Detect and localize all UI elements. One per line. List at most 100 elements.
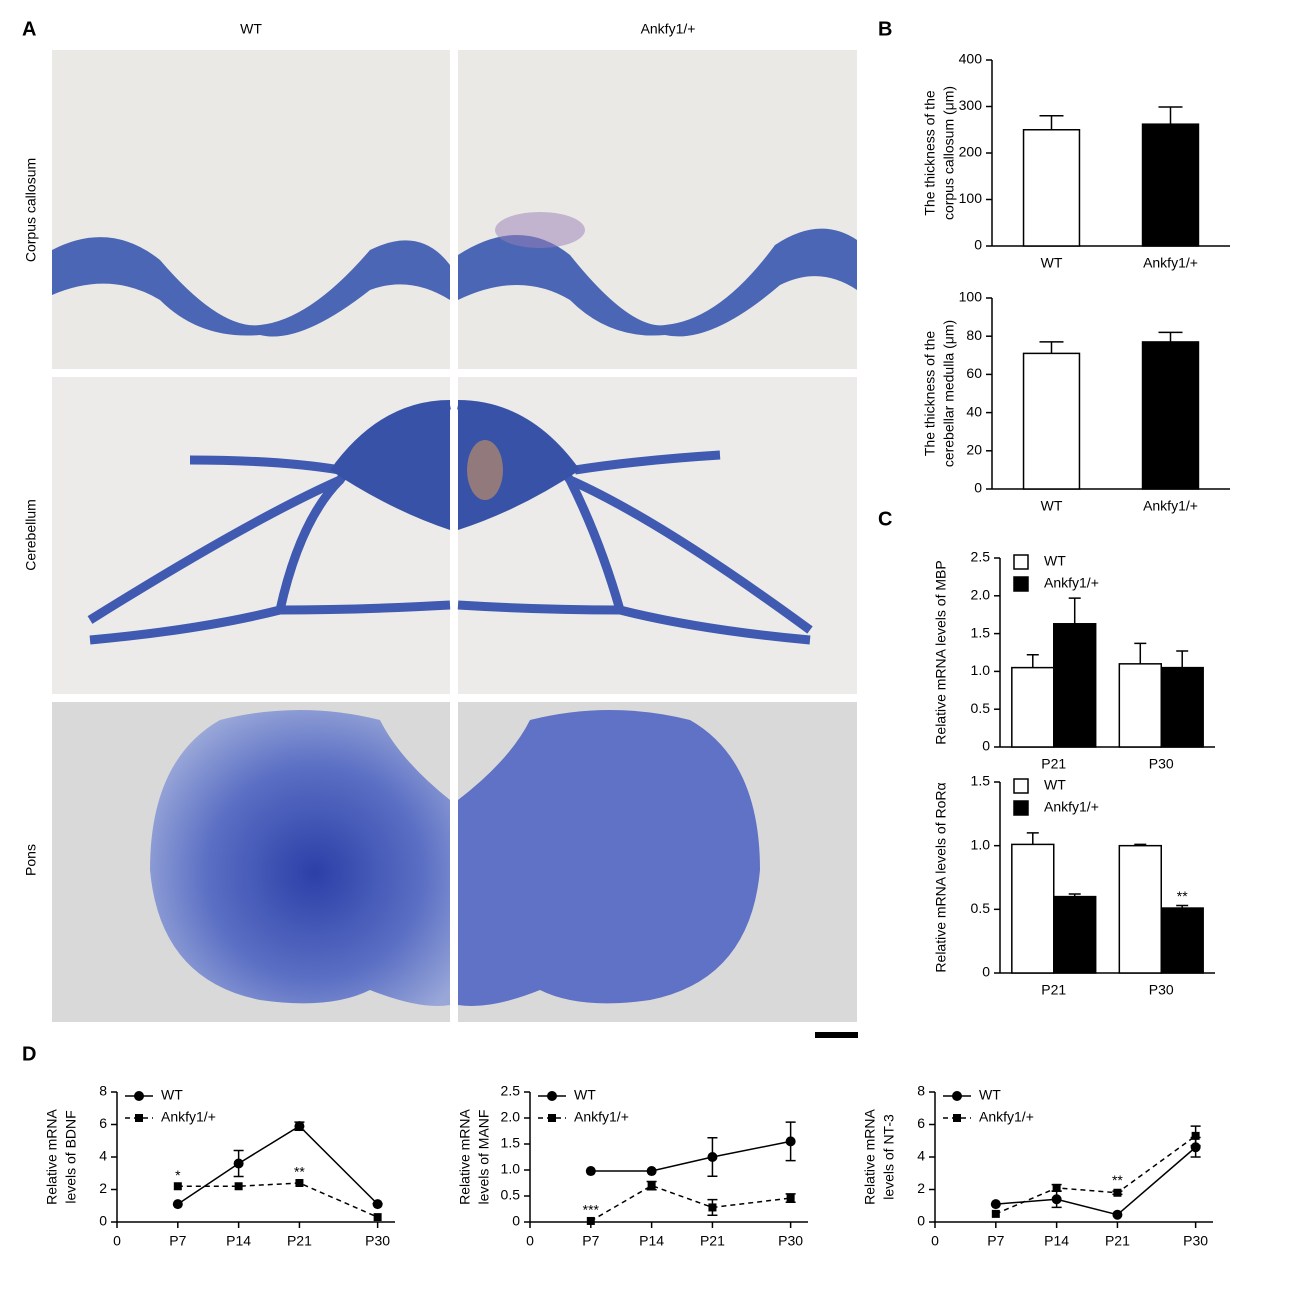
image-wt-cerebellum bbox=[52, 377, 451, 694]
series-line bbox=[590, 1184, 791, 1222]
bar bbox=[1118, 663, 1162, 748]
data-point bbox=[173, 1182, 182, 1191]
y-tick-label: 200 bbox=[959, 144, 983, 160]
y-tick-label: 0 bbox=[982, 964, 990, 980]
scale-bar bbox=[815, 1032, 858, 1038]
data-point bbox=[372, 1199, 383, 1210]
data-point bbox=[991, 1209, 1000, 1218]
data-point bbox=[172, 1199, 183, 1210]
row-label: Cerebellum bbox=[23, 499, 39, 571]
y-tick-label: 100 bbox=[959, 289, 983, 305]
y-tick-label: 6 bbox=[99, 1115, 107, 1131]
y-tick-label: 0.5 bbox=[971, 700, 991, 716]
x-tick-label: P30 bbox=[365, 1233, 390, 1249]
data-point bbox=[785, 1136, 796, 1147]
x-tick-label: 0 bbox=[526, 1233, 534, 1249]
data-point bbox=[294, 1121, 305, 1132]
legend-swatch bbox=[1013, 778, 1029, 794]
error-bar bbox=[1039, 115, 1064, 130]
x-tick-label: P30 bbox=[778, 1233, 803, 1249]
legend-marker bbox=[135, 1114, 143, 1122]
data-point bbox=[1113, 1188, 1122, 1197]
row-label: Pons bbox=[23, 844, 39, 876]
panel-a-images bbox=[52, 50, 858, 1038]
legend-label: Ankfy1/+ bbox=[1044, 799, 1099, 815]
y-tick-label: 300 bbox=[959, 97, 983, 113]
image-mutant-corpus-callosum bbox=[458, 50, 857, 369]
y-axis-label: Relative mRNA bbox=[44, 1109, 60, 1205]
panel-label: D bbox=[22, 1043, 36, 1065]
error-bar bbox=[1158, 331, 1183, 342]
data-point bbox=[990, 1199, 1001, 1210]
data-point bbox=[233, 1158, 244, 1169]
y-axis-label: corpus callosum (μm) bbox=[941, 86, 957, 220]
y-axis-label: Relative mRNA levels of MBP bbox=[933, 560, 949, 744]
y-tick-label: 80 bbox=[966, 327, 982, 343]
legend-marker bbox=[952, 1091, 962, 1101]
y-axis-label: The thickness of the bbox=[922, 90, 938, 216]
y-tick-label: 400 bbox=[959, 51, 983, 67]
x-tick-label: P21 bbox=[1041, 982, 1066, 998]
y-tick-label: 1.5 bbox=[971, 624, 991, 640]
y-tick-label: 2 bbox=[99, 1180, 107, 1196]
data-point bbox=[586, 1216, 595, 1225]
image-wt-pons bbox=[52, 702, 450, 1022]
x-tick-label: P7 bbox=[169, 1233, 186, 1249]
legend-swatch bbox=[1013, 800, 1029, 816]
data-point bbox=[1191, 1131, 1200, 1140]
error-bar bbox=[1134, 642, 1147, 664]
image-mutant-pons bbox=[458, 702, 857, 1022]
x-tick-label: P30 bbox=[1183, 1233, 1208, 1249]
y-tick-label: 1.5 bbox=[971, 773, 991, 789]
legend-swatch bbox=[1013, 554, 1029, 570]
legend-label: Ankfy1/+ bbox=[1044, 575, 1099, 591]
panel-label: B bbox=[878, 18, 892, 40]
y-axis-label: levels of MANF bbox=[476, 1110, 492, 1205]
y-tick-label: 2.0 bbox=[971, 587, 991, 603]
legend-label: Ankfy1/+ bbox=[574, 1109, 629, 1125]
data-point bbox=[708, 1203, 717, 1212]
x-tick-label: 0 bbox=[931, 1233, 939, 1249]
y-tick-label: 1.5 bbox=[501, 1135, 521, 1151]
y-tick-label: 2.5 bbox=[971, 549, 991, 565]
x-tick-label: P30 bbox=[1149, 756, 1174, 772]
series-line bbox=[590, 1140, 791, 1172]
y-tick-label: 60 bbox=[966, 365, 982, 381]
y-tick-label: 0 bbox=[974, 480, 982, 496]
y-tick-label: 0 bbox=[974, 237, 982, 253]
data-point bbox=[646, 1166, 657, 1177]
error-bar bbox=[1039, 341, 1064, 354]
legend-label: WT bbox=[1044, 777, 1066, 793]
x-tick-label: 0 bbox=[113, 1233, 121, 1249]
bar bbox=[1011, 666, 1055, 748]
x-tick-label: P21 bbox=[700, 1233, 725, 1249]
annotation: ** bbox=[372, 1198, 383, 1214]
y-tick-label: 0 bbox=[99, 1213, 107, 1229]
error-bar bbox=[1026, 832, 1039, 845]
x-tick-label: WT bbox=[1041, 255, 1063, 271]
x-tick-label: P30 bbox=[1149, 982, 1174, 998]
data-point bbox=[1190, 1142, 1201, 1153]
y-tick-label: 0 bbox=[917, 1213, 925, 1229]
data-point bbox=[707, 1152, 718, 1162]
bar bbox=[1053, 895, 1097, 974]
y-tick-label: 0.5 bbox=[971, 900, 991, 916]
annotation: ** bbox=[1112, 1172, 1123, 1188]
y-tick-label: 6 bbox=[917, 1115, 925, 1131]
image-mutant-cerebellum bbox=[457, 377, 857, 694]
data-point bbox=[1112, 1209, 1123, 1220]
y-tick-label: 8 bbox=[917, 1083, 925, 1099]
y-axis-label: levels of BDNF bbox=[63, 1110, 79, 1203]
error-bar bbox=[1158, 106, 1183, 125]
bar bbox=[1022, 352, 1081, 490]
annotation: * bbox=[175, 1167, 181, 1183]
x-tick-label: P21 bbox=[1105, 1233, 1130, 1249]
data-point bbox=[234, 1182, 243, 1191]
y-axis-label: Relative mRNA bbox=[457, 1109, 473, 1205]
image-wt-corpus-callosum bbox=[52, 50, 450, 369]
y-tick-label: 0 bbox=[982, 738, 990, 754]
y-tick-label: 4 bbox=[99, 1148, 107, 1164]
legend-label: Ankfy1/+ bbox=[161, 1109, 216, 1125]
y-tick-label: 1.0 bbox=[501, 1161, 521, 1177]
series-line bbox=[177, 1182, 378, 1218]
